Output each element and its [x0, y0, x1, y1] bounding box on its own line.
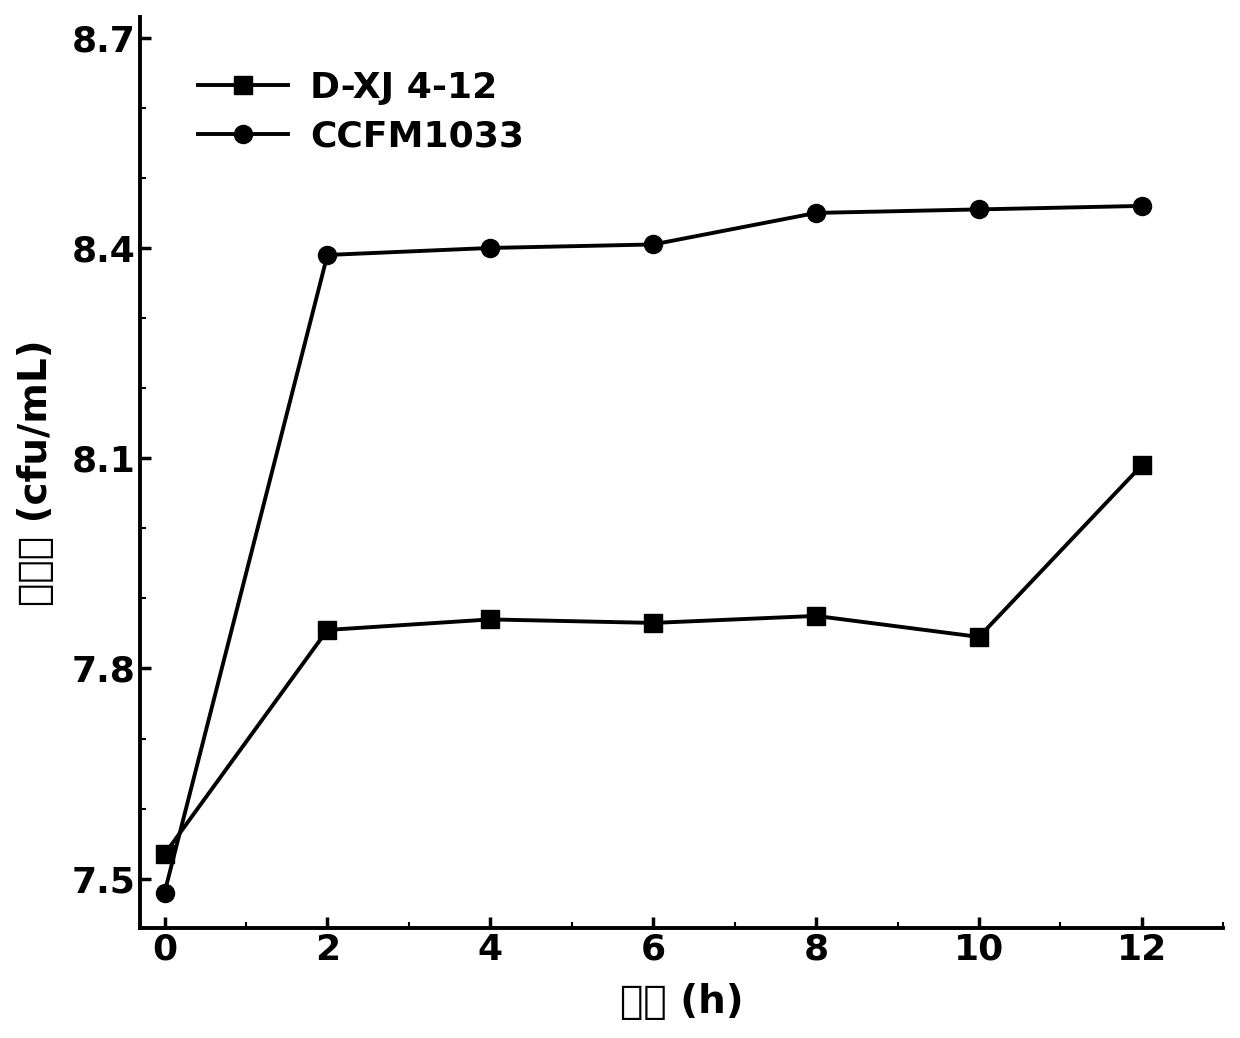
CCFM1033	[320, 249, 335, 262]
Legend: D-XJ 4-12, CCFM1033: D-XJ 4-12, CCFM1033	[180, 53, 542, 171]
D-XJ 4-12	[808, 609, 823, 622]
Line: D-XJ 4-12: D-XJ 4-12	[155, 456, 1151, 864]
CCFM1033	[157, 886, 172, 899]
D-XJ 4-12	[157, 848, 172, 861]
Line: CCFM1033: CCFM1033	[155, 197, 1151, 902]
X-axis label: 时间 (h): 时间 (h)	[620, 983, 744, 1021]
D-XJ 4-12	[482, 613, 497, 626]
Y-axis label: 活菌数 (cfu/mL): 活菌数 (cfu/mL)	[16, 339, 55, 605]
D-XJ 4-12	[1135, 459, 1149, 471]
D-XJ 4-12	[972, 631, 987, 644]
CCFM1033	[808, 207, 823, 219]
CCFM1033	[1135, 199, 1149, 212]
CCFM1033	[972, 203, 987, 216]
CCFM1033	[482, 242, 497, 254]
CCFM1033	[646, 239, 661, 251]
D-XJ 4-12	[646, 617, 661, 629]
D-XJ 4-12	[320, 624, 335, 636]
